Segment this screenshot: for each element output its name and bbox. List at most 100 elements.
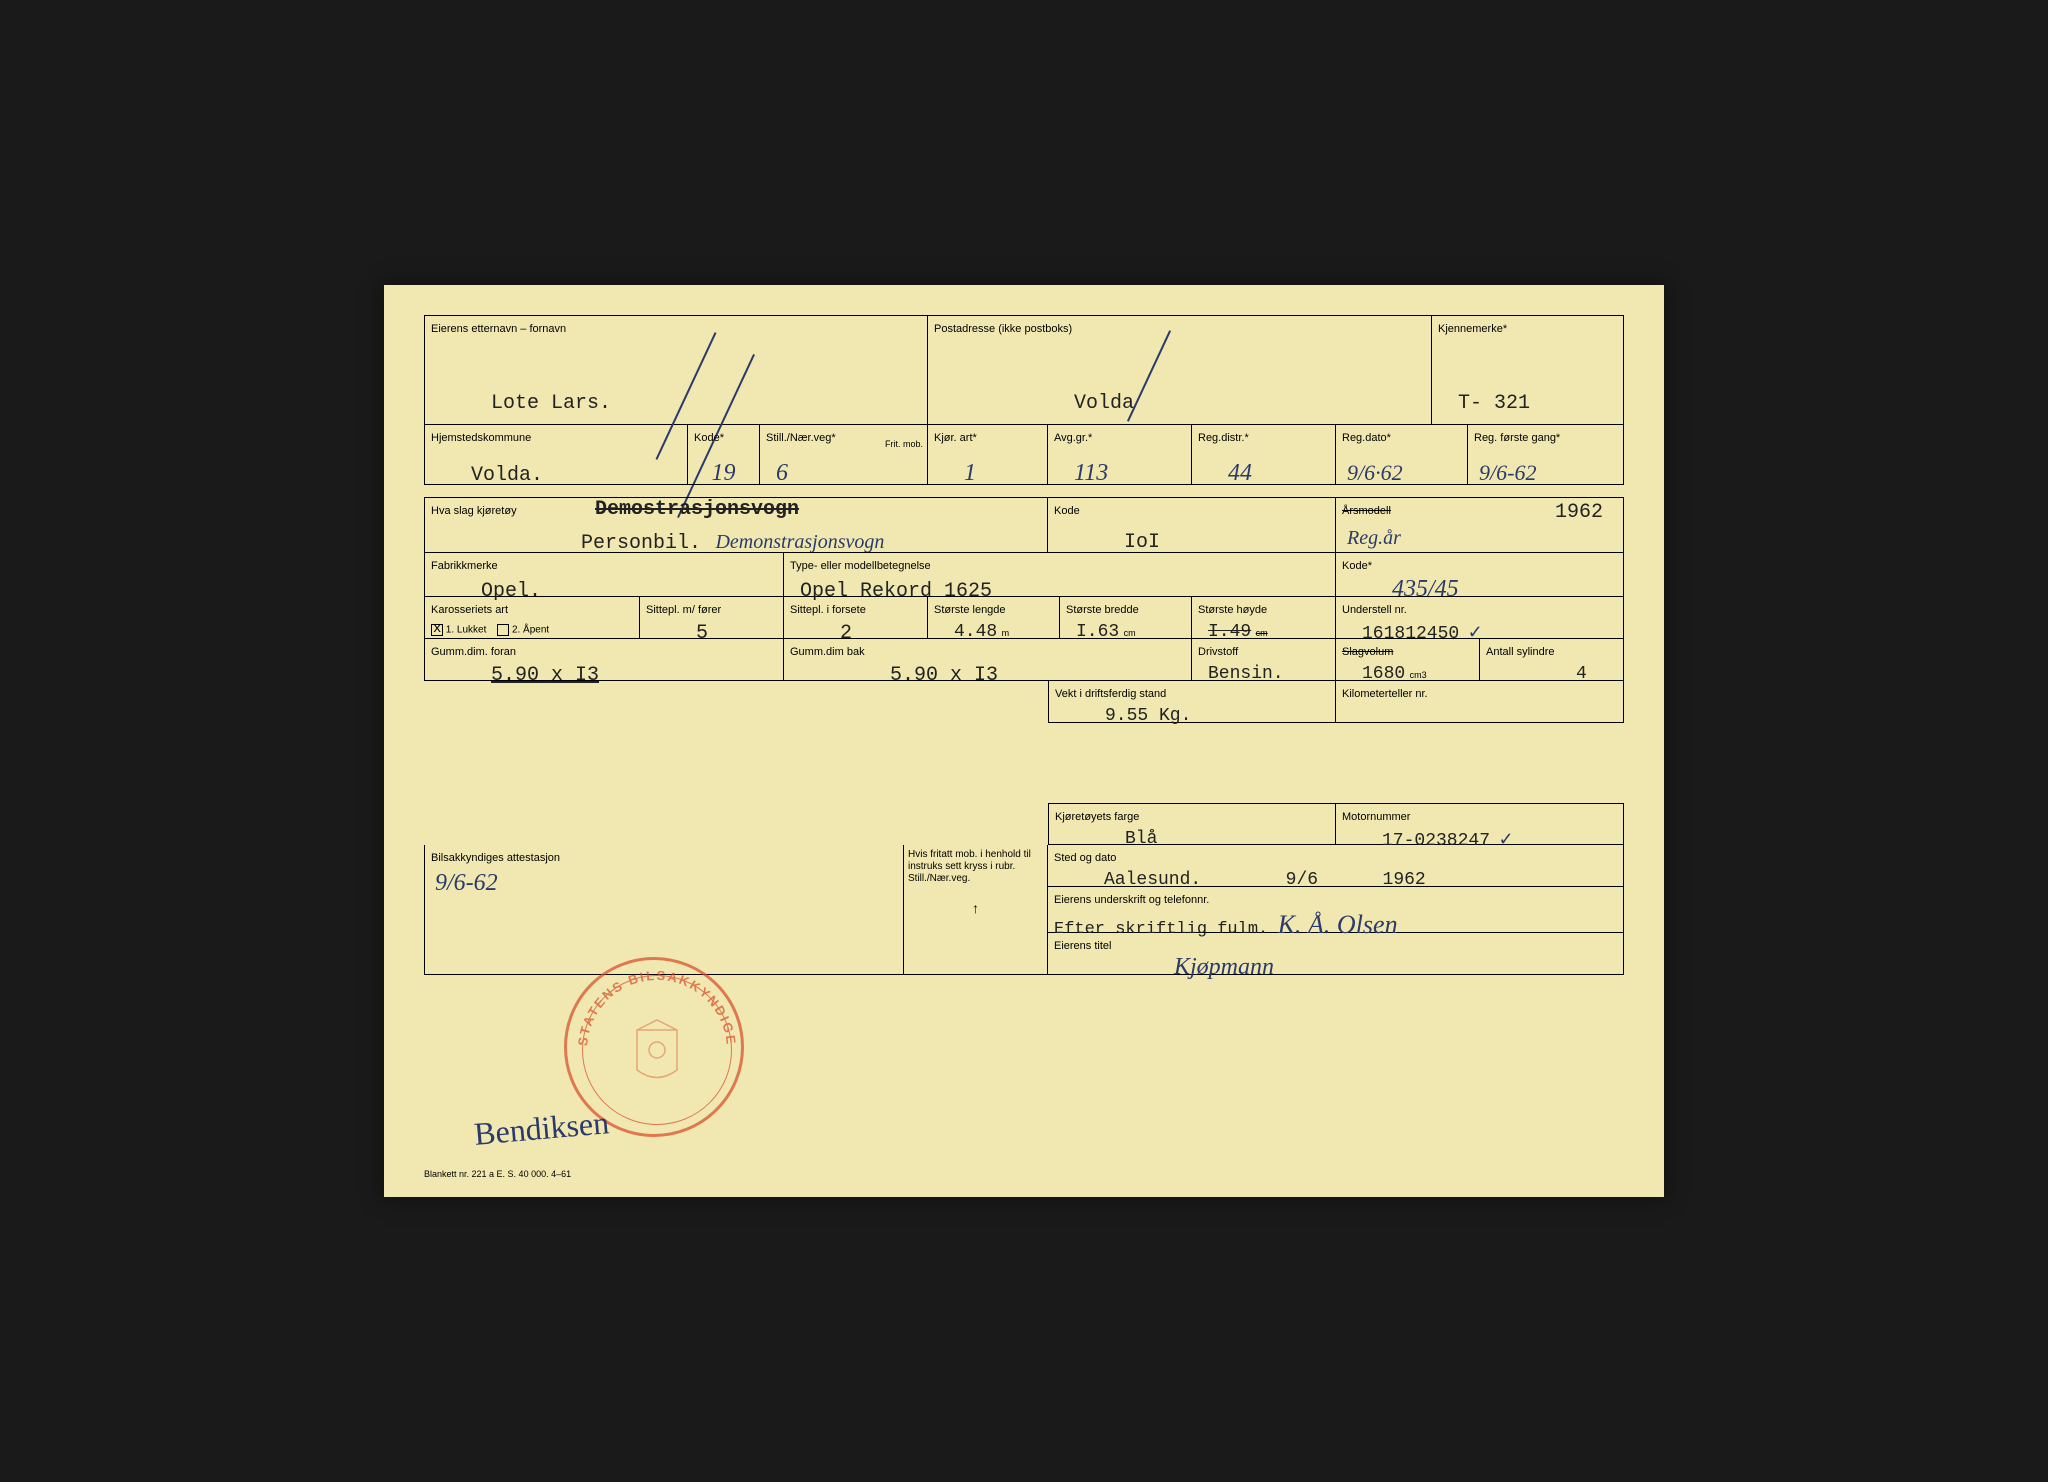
cell-kode3: Kode IoI (1048, 497, 1336, 552)
slagvolum-unit: cm3 (1410, 670, 1427, 680)
kode-label: Kode* (694, 432, 724, 444)
cell-sylindre: Antall sylindre 4 (1480, 639, 1624, 681)
type-label: Type- eller modellbetegnelse (790, 560, 931, 572)
understell-label: Understell nr. (1342, 604, 1407, 616)
row-fabrikk: Fabrikkmerke Opel. Type- eller modellbet… (424, 552, 1624, 597)
still-label: Still./Nær.veg* (766, 432, 836, 444)
cell-avg: Avg.gr.* 113 (1048, 425, 1192, 485)
drivstoff-label: Drivstoff (1198, 646, 1238, 658)
cell-postal: Postadresse (ikke postboks) Volda (928, 315, 1432, 425)
titel-label: Eierens titel (1054, 940, 1111, 952)
regforste-value: 9/6-62 (1474, 460, 1617, 486)
kjor-label: Kjør. art* (934, 432, 977, 444)
cell-type: Type- eller modellbetegnelse Opel Rekord… (784, 552, 1336, 597)
cell-bredde: Største bredde I.63 cm (1060, 597, 1192, 639)
sted-label: Sted og dato (1054, 852, 1116, 864)
postal-label: Postadresse (ikke postboks) (934, 323, 1072, 335)
right-block: Sted og dato Aalesund. 9/6 1962 Eierens … (1048, 845, 1624, 975)
cell-gummforan: Gumm.dim. foran 5.90 x I3 (424, 639, 784, 681)
fritatt-label: Hvis fritatt mob. i henhold til instruks… (908, 849, 1043, 885)
cell-karosseri: Karosseriets art 1. Lukket 2. Åpent (424, 597, 640, 639)
cell-kjor: Kjør. art* 1 (928, 425, 1048, 485)
lukket-label: 1. Lukket (446, 625, 487, 636)
cell-hoyde: Største høyde I.49 cm (1192, 597, 1336, 639)
kjor-value: 1 (934, 460, 1041, 487)
hjemsted-value: Volda. (431, 464, 681, 487)
kode3-label: Kode (1054, 505, 1080, 517)
demo-handwritten: Demonstrasjonsvogn (715, 531, 884, 553)
cell-sted: Sted og dato Aalesund. 9/6 1962 (1048, 845, 1624, 887)
regdistr-value: 44 (1198, 460, 1329, 487)
demo-struck: Demostrasjonsvogn (595, 498, 799, 521)
row-vekt: Vekt i driftsferdig stand 9.55 Kg. Kilom… (424, 681, 1624, 723)
checkbox-lukket (431, 624, 443, 636)
cell-hjemsted: Hjemstedskommune Volda. (424, 425, 688, 485)
owner-name-label: Eierens etternavn – fornavn (431, 323, 566, 335)
regdato-label: Reg.dato* (1342, 432, 1391, 444)
still-value: 6 (766, 460, 921, 487)
kode-value: 19 (694, 460, 753, 487)
owner-name-value: Lote Lars. (431, 392, 921, 415)
apent-label: 2. Åpent (512, 625, 549, 636)
row-gumm: Gumm.dim. foran 5.90 x I3 Gumm.dim bak 5… (424, 639, 1624, 681)
avg-value: 113 (1054, 460, 1185, 487)
cell-owner-name: Eierens etternavn – fornavn Lote Lars. (424, 315, 928, 425)
cell-regforste: Reg. første gang* 9/6-62 (1468, 425, 1624, 485)
checkbox-apent (497, 624, 509, 636)
regdato-value: 9/6·62 (1342, 460, 1461, 486)
sittepl-label: Sittepl. m/ fører (646, 604, 721, 616)
row-farge: Kjøretøyets farge Blå Motornummer 17-023… (424, 803, 1624, 845)
attest-date: 9/6-62 (435, 870, 498, 897)
cell-regdistr: Reg.distr.* 44 (1192, 425, 1336, 485)
cell-slagvolum: Slagvolum 1680 cm3 (1336, 639, 1480, 681)
arsmodell-hw: Reg.år (1342, 527, 1617, 550)
cell-sitteplfor: Sittepl. i forsete 2 (784, 597, 928, 639)
hoyde-unit: cm (1256, 628, 1268, 638)
gummforan-value: 5.90 x I3 (431, 664, 777, 687)
farge-label: Kjøretøyets farge (1055, 811, 1139, 823)
bredde-label: Største bredde (1066, 604, 1139, 616)
cell-still: Still./Nær.veg* Frit. mob. 6 (760, 425, 928, 485)
stamp-text: STATENS BILSAKKYNDIGE (575, 968, 739, 1047)
lengde-unit: m (1002, 628, 1010, 638)
cell-titel: Eierens titel Kjøpmann (1048, 933, 1624, 975)
row-karosseri: Karosseriets art 1. Lukket 2. Åpent Sitt… (424, 597, 1624, 639)
row-attest: Bilsakkyndiges attestasjon 9/6-62 Hvis f… (424, 845, 1624, 975)
motor-label: Motornummer (1342, 811, 1410, 823)
hvaslag-label: Hva slag kjøretøy (431, 505, 517, 517)
bredde-unit: cm (1124, 628, 1136, 638)
vekt-value: 9.55 Kg. (1055, 706, 1329, 726)
lengde-label: Største lengde (934, 604, 1006, 616)
row-hjemsted: Hjemstedskommune Volda. Kode* 19 Still./… (424, 425, 1624, 485)
still-sublabel: Frit. mob. (885, 439, 923, 449)
cell-km: Kilometerteller nr. (1336, 681, 1624, 723)
kode3-value: IoI (1054, 531, 1329, 554)
plate-value: T- 321 (1438, 392, 1617, 415)
cell-sittepl: Sittepl. m/ fører 5 (640, 597, 784, 639)
fabrikk-label: Fabrikkmerke (431, 560, 498, 572)
slagvolum-label: Slagvolum (1342, 646, 1393, 658)
postal-value: Volda (934, 392, 1425, 415)
titel-value: Kjøpmann (1054, 954, 1617, 981)
regdistr-label: Reg.distr.* (1198, 432, 1249, 444)
karosseri-label: Karosseriets art (431, 604, 508, 616)
cell-attest: Bilsakkyndiges attestasjon 9/6-62 (424, 845, 904, 975)
gummbak-label: Gumm.dim bak (790, 646, 865, 658)
kode4-label: Kode* (1342, 560, 1372, 572)
cell-arsmodell: Årsmodell 1962 Reg.år (1336, 497, 1624, 552)
sylindre-label: Antall sylindre (1486, 646, 1554, 658)
regforste-label: Reg. første gang* (1474, 432, 1560, 444)
cell-plate: Kjennemerke* T- 321 (1432, 315, 1624, 425)
cell-hvaslag: Hva slag kjøretøy Demostrasjonsvogn Pers… (424, 497, 1048, 552)
cell-drivstoff: Drivstoff Bensin. (1192, 639, 1336, 681)
arsmodell-label: Årsmodell (1342, 505, 1391, 517)
cell-regdato: Reg.dato* 9/6·62 (1336, 425, 1468, 485)
cell-gummbak: Gumm.dim bak 5.90 x I3 (784, 639, 1192, 681)
registration-card: Eierens etternavn – fornavn Lote Lars. P… (384, 285, 1664, 1197)
cell-kode4: Kode* 435/45 (1336, 552, 1624, 597)
cell-lengde: Største lengde 4.48 m (928, 597, 1060, 639)
svg-text:STATENS BILSAKKYNDIGE: STATENS BILSAKKYNDIGE (575, 968, 739, 1047)
cell-farge: Kjøretøyets farge Blå (1048, 803, 1336, 845)
cell-motor: Motornummer 17-0238247 ✓ (1336, 803, 1624, 845)
cell-fabrikk: Fabrikkmerke Opel. (424, 552, 784, 597)
